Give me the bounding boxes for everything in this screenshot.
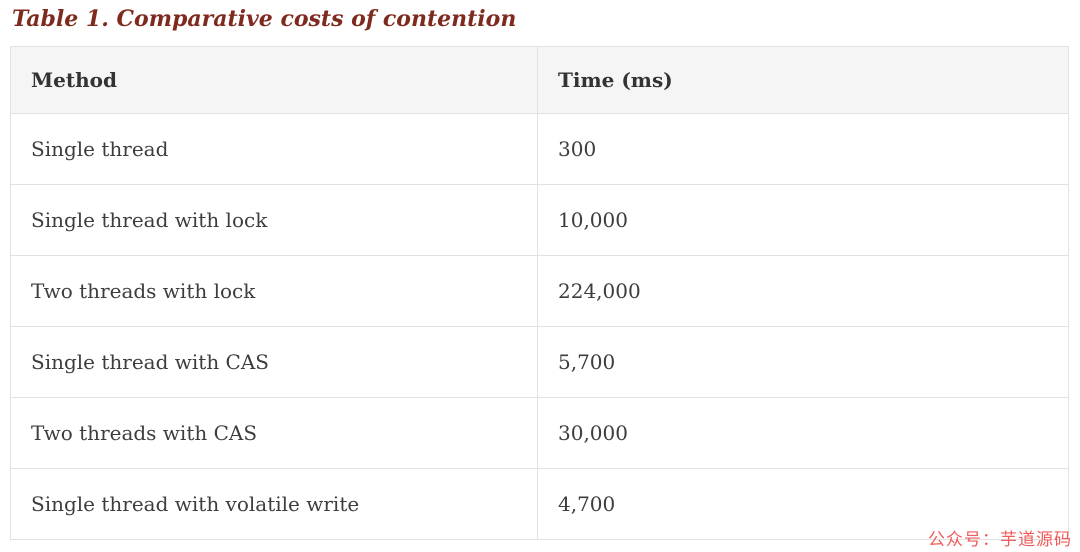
- method-cell: Single thread: [10, 113, 538, 186]
- method-cell: Single thread with volatile write: [10, 468, 538, 541]
- time-cell: 4,700: [537, 468, 1069, 541]
- time-cell: 10,000: [537, 184, 1069, 257]
- time-cell: 5,700: [537, 326, 1069, 399]
- column-header-method: Method: [10, 46, 538, 115]
- time-cell: 30,000: [537, 397, 1069, 470]
- method-cell: Two threads with lock: [10, 255, 538, 328]
- table-caption: Table 1. Comparative costs of contention: [12, 6, 517, 32]
- table-row: Single thread with lock 10,000: [10, 184, 1069, 257]
- table-row: Single thread with volatile write 4,700: [10, 468, 1069, 541]
- method-cell: Single thread with CAS: [10, 326, 538, 399]
- table-row: Single thread 300: [10, 113, 1069, 186]
- table-header-row: Method Time (ms): [10, 46, 1069, 115]
- table-row: Two threads with CAS 30,000: [10, 397, 1069, 470]
- comparative-costs-table: Method Time (ms) Single thread 300 Singl…: [10, 46, 1069, 541]
- method-cell: Single thread with lock: [10, 184, 538, 257]
- time-cell: 300: [537, 113, 1069, 186]
- watermark-text: 公众号：芋道源码: [928, 530, 1072, 550]
- table-row: Single thread with CAS 5,700: [10, 326, 1069, 399]
- time-cell: 224,000: [537, 255, 1069, 328]
- table-row: Two threads with lock 224,000: [10, 255, 1069, 328]
- column-header-time: Time (ms): [537, 46, 1069, 115]
- method-cell: Two threads with CAS: [10, 397, 538, 470]
